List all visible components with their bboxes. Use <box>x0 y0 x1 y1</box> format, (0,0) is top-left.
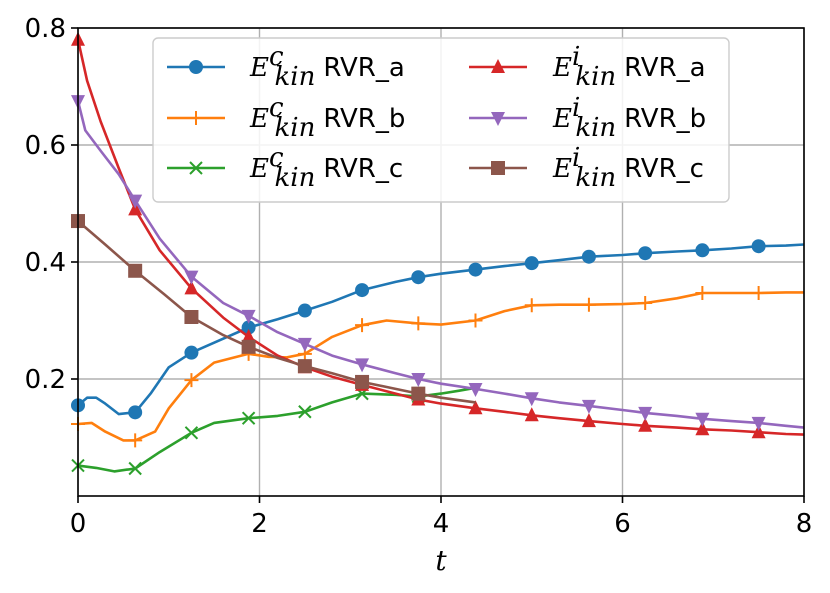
data-point <box>241 328 256 343</box>
data-point <box>581 249 596 264</box>
data-point <box>581 399 596 414</box>
axis-ticks: 0 2 4 6 8 0.2 0.4 0.6 0.8 <box>25 14 813 539</box>
series-line <box>77 220 476 404</box>
data-point <box>184 309 199 324</box>
data-point <box>468 382 483 397</box>
data-point <box>638 295 653 310</box>
data-point <box>468 400 483 415</box>
x-tick-label: 2 <box>251 509 268 539</box>
y-tick-label: 0.6 <box>25 131 66 161</box>
data-point <box>524 407 539 422</box>
data-point <box>638 246 653 261</box>
data-point <box>751 239 766 254</box>
data-point <box>184 373 199 388</box>
x-tick-label: 8 <box>796 509 813 539</box>
legend-marker <box>491 161 505 175</box>
data-point <box>184 345 199 360</box>
series-line <box>77 291 804 442</box>
data-point <box>241 320 256 335</box>
data-point <box>751 416 766 431</box>
legend-entry: Ei kin RVR_a <box>469 42 706 92</box>
data-point <box>297 359 312 374</box>
x-tick-label: 6 <box>614 509 631 539</box>
legend-entry: Ei kin RVR_c <box>469 143 704 193</box>
data-point <box>355 358 370 373</box>
data-point <box>128 405 143 420</box>
series-layer <box>71 31 805 476</box>
data-point <box>297 337 312 352</box>
legend-marker <box>491 59 505 73</box>
data-point <box>411 270 426 285</box>
data-point <box>695 286 710 301</box>
legend-label: Ec kin RVR_c <box>249 143 403 193</box>
data-point <box>468 262 483 277</box>
x-tick-label: 4 <box>433 509 450 539</box>
data-point <box>695 243 710 258</box>
legend-entry: Ei kin RVR_b <box>469 93 706 143</box>
legend-label: Ec kin RVR_b <box>249 93 405 143</box>
legend-label: Ei kin RVR_c <box>552 143 704 193</box>
legend: Ec kin RVR_aEc kin RVR_bEc kin RVR_c Ei kin RVR_a… <box>152 37 730 203</box>
x-tick-label: 0 <box>70 509 87 539</box>
legend-entry: Ec kin RVR_b <box>167 93 405 143</box>
data-point <box>751 424 766 439</box>
data-point <box>524 298 539 313</box>
legend-marker <box>189 60 203 74</box>
data-point <box>297 303 312 318</box>
legend-entry: Ec kin RVR_c <box>167 143 403 193</box>
legend-entry: Ec kin RVR_a <box>167 42 405 92</box>
data-point <box>241 339 256 354</box>
legend-frame <box>152 37 730 203</box>
data-point <box>184 280 199 295</box>
series-0 <box>71 239 805 420</box>
data-point <box>411 316 426 331</box>
data-point <box>128 263 143 278</box>
y-tick-label: 0.2 <box>25 365 66 395</box>
data-point <box>355 318 370 333</box>
data-point <box>468 313 483 328</box>
legend-marker <box>189 111 203 125</box>
legend-label: Ei kin RVR_a <box>552 42 706 92</box>
y-tick-label: 0.8 <box>25 14 66 44</box>
data-point <box>581 297 596 312</box>
data-point <box>695 412 710 427</box>
data-point <box>241 309 256 324</box>
legend-marker <box>189 161 203 175</box>
data-point <box>411 386 426 401</box>
legend-marker <box>491 112 505 126</box>
data-point <box>241 411 256 425</box>
data-point <box>128 461 142 476</box>
data-point <box>355 374 370 389</box>
data-point <box>751 286 766 301</box>
data-point <box>524 392 539 407</box>
data-point <box>184 270 199 285</box>
data-point <box>128 194 143 209</box>
data-point <box>524 256 539 271</box>
data-point <box>638 406 653 421</box>
legend-label: Ec kin RVR_a <box>249 42 405 92</box>
data-point <box>411 373 426 387</box>
data-point <box>695 421 710 436</box>
data-point <box>638 417 653 432</box>
data-point <box>355 283 370 298</box>
legend-label: Ei kin RVR_b <box>552 93 706 143</box>
data-point <box>298 405 312 419</box>
data-point <box>581 413 596 428</box>
y-tick-label: 0.4 <box>25 248 66 278</box>
x-axis-label: t <box>435 544 447 577</box>
series-5 <box>71 214 476 404</box>
data-point <box>184 426 199 440</box>
data-point <box>128 433 143 448</box>
